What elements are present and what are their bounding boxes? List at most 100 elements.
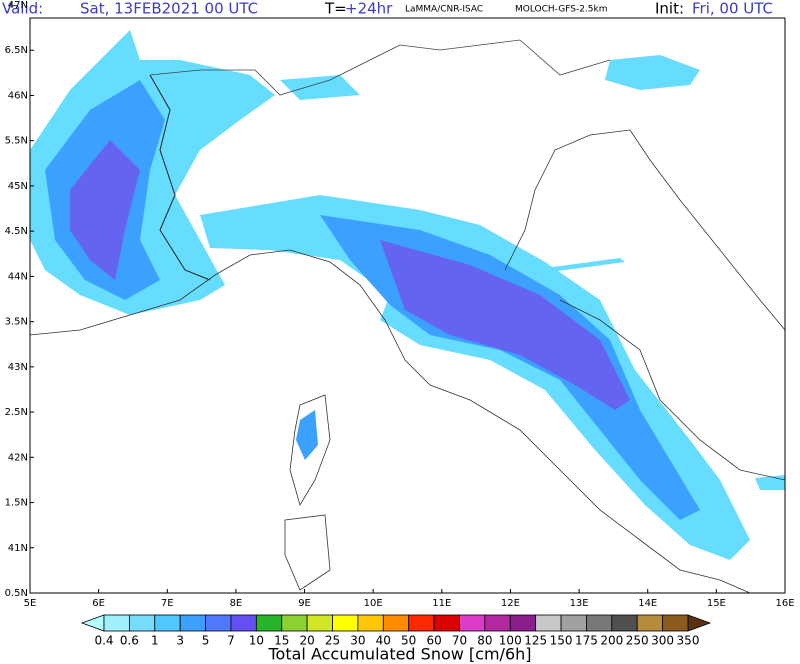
snow-area [296,410,318,460]
colorbar-box [509,614,537,632]
lat-label: 0.5N [5,588,28,599]
map-frame [29,17,786,594]
colorbar-level: 80 [477,634,492,648]
lead-label: T= [324,0,347,18]
colorbar-box [205,614,232,632]
colorbar-level: 150 [550,634,573,648]
lat-label: 2.5N [5,407,28,418]
lat-label: 45N [8,181,28,192]
lat-label: 44N [8,271,28,282]
lat-label: 6.5N [5,45,28,56]
colorbar-level: 1 [151,634,159,648]
colorbar-level: 200 [600,634,623,648]
lon-label: 14E [638,598,657,609]
snow-area [755,475,785,490]
colorbar-level: 0.4 [94,634,113,648]
colorbar-level: 40 [376,634,391,648]
colorbar-box [484,614,511,632]
snow-area [605,55,700,90]
coastline [289,394,331,506]
snow-area [545,258,625,272]
colorbar-box [459,614,486,632]
colorbar-over [687,614,712,632]
colorbar-level: 60 [426,634,441,648]
coastline [559,299,786,481]
colorbar-box [357,614,384,632]
colorbar-box [230,614,257,632]
lead-time: +24hr [345,0,393,18]
lon-label: 10E [364,598,383,609]
lon-label: 6E [92,598,105,609]
colorbar-box [154,614,181,632]
lon-label: 11E [432,598,451,609]
coastline [284,514,331,591]
snow-area [380,240,630,410]
colorbar-box [281,614,308,632]
colorbar-box [179,614,206,632]
lon-label: 9E [298,598,311,609]
colorbar-box [306,614,333,632]
colorbar-level: 15 [274,634,289,648]
colorbar-box [636,614,664,632]
colorbar-level: 175 [575,634,598,648]
map [29,17,786,594]
colorbar-level: 350 [677,634,700,648]
colorbar-box [103,614,130,632]
lon-label: 16E [775,598,794,609]
colorbar-box [611,614,638,632]
lon-label: 13E [570,598,589,609]
colorbar-level: 30 [350,634,365,648]
snow-area [200,195,750,560]
colorbar-level: 10 [249,634,264,648]
colorbar-box [255,614,283,632]
colorbar-under [80,614,105,632]
lon-label: 8E [230,598,243,609]
colorbar-level: 100 [499,634,522,648]
colorbar-level: 25 [325,634,340,648]
colorbar-level: 3 [176,634,184,648]
lon-label: 12E [501,598,520,609]
lat-label: 1.5N [5,498,28,509]
colorbar-level: 50 [401,634,416,648]
colorbar-box [408,614,435,632]
lat-label: 41N [8,543,28,554]
colorbar-level: 250 [626,634,649,648]
colorbar-box [332,614,359,632]
lat-label: 43N [8,362,28,373]
init-time: Fri, 00 UTC [692,0,773,18]
lat-label: 47N [8,0,28,11]
lat-label: 4.5N [5,226,28,237]
border [149,39,611,96]
colorbar-box [535,614,562,632]
border [149,74,211,281]
colorbar-level: 5 [202,634,210,648]
lon-label: 7E [161,598,174,609]
colorbar-box [382,614,410,632]
colorbar-level: 7 [227,634,235,648]
axis-ticks: 47N 6.5N 46N 5.5N 45N 4.5N 44N 3.5N 43N 2.5N 42N 1.… [5,0,795,609]
lon-label: 15E [707,598,726,609]
snow-area [70,140,140,280]
colorbar-box [586,614,613,632]
colorbar-level: 125 [524,634,547,648]
coastline [504,129,786,331]
coastline [29,249,751,594]
colorbar-box [662,614,689,632]
lon-label: 5E [24,598,37,609]
colorbar-level: 0.6 [120,634,139,648]
source: LaMMA/CNR-ISAC [405,5,483,15]
valid-label: Valid: [2,0,43,18]
colorbar-level: 20 [299,634,314,648]
colorbar-box [433,614,460,632]
colorbar-title: Total Accumulated Snow [cm/6h] [267,645,531,664]
lat-label: 3.5N [5,317,28,328]
colorbar-box [560,614,587,632]
colorbar-level: 70 [452,634,467,648]
model: MOLOCH-GFS-2.5km [515,5,608,15]
colorbar-box [128,614,156,632]
init-label: Init: [655,0,684,18]
lat-label: 5.5N [5,136,28,147]
lat-label: 46N [8,90,28,101]
colorbar-level: 300 [651,634,674,648]
